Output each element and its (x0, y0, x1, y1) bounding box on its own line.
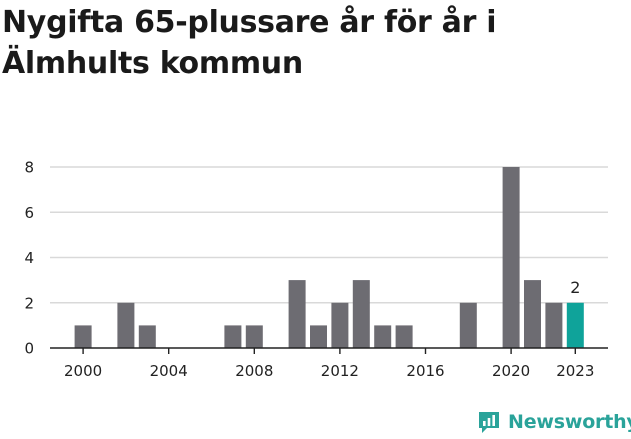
bar-2015 (395, 325, 413, 348)
x-tick-label: 2023 (556, 362, 594, 380)
bar-2007 (224, 325, 242, 348)
newsworthy-brand: Newsworthy (476, 407, 631, 437)
x-tick-label: 2020 (492, 362, 530, 380)
x-tick-label: 2016 (406, 362, 444, 380)
y-tick-label: 6 (24, 204, 34, 222)
bar-2011 (310, 325, 327, 348)
y-tick-label: 0 (24, 340, 34, 358)
bars (74, 167, 584, 349)
bar-2022 (545, 302, 563, 349)
data-label-2023: 2 (570, 278, 580, 297)
bar-2003 (138, 325, 156, 348)
x-tick-label: 2000 (64, 362, 102, 380)
chart-title: Nygifta 65-plussare år för år i Älmhults… (2, 5, 497, 81)
bar-2018 (459, 302, 477, 349)
y-tick-label: 2 (24, 294, 34, 312)
newsworthy-chart-logo-icon (479, 412, 499, 433)
bar-2021 (524, 280, 541, 348)
bar-2013 (352, 280, 370, 348)
y-axis-tick-labels: 0 2 4 6 8 (24, 159, 34, 358)
x-axis-ticks: 2000 2004 2008 2012 2016 2020 2023 (64, 348, 594, 380)
x-tick-label: 2004 (150, 362, 188, 380)
bar-2023 (566, 302, 584, 349)
data-labels: 2 (570, 278, 580, 297)
bar-2008 (245, 325, 263, 348)
y-tick-label: 8 (24, 159, 34, 177)
bar-2002 (117, 302, 135, 349)
x-tick-label: 2012 (321, 362, 359, 380)
y-tick-label: 4 (24, 249, 34, 267)
x-tick-label: 2008 (235, 362, 273, 380)
bar-2020 (502, 167, 520, 348)
bar-2014 (374, 325, 392, 348)
bar-2000 (74, 325, 92, 348)
bar-2010 (288, 280, 306, 348)
bar-2012 (331, 302, 349, 349)
brand-name: Newsworthy (508, 411, 631, 433)
